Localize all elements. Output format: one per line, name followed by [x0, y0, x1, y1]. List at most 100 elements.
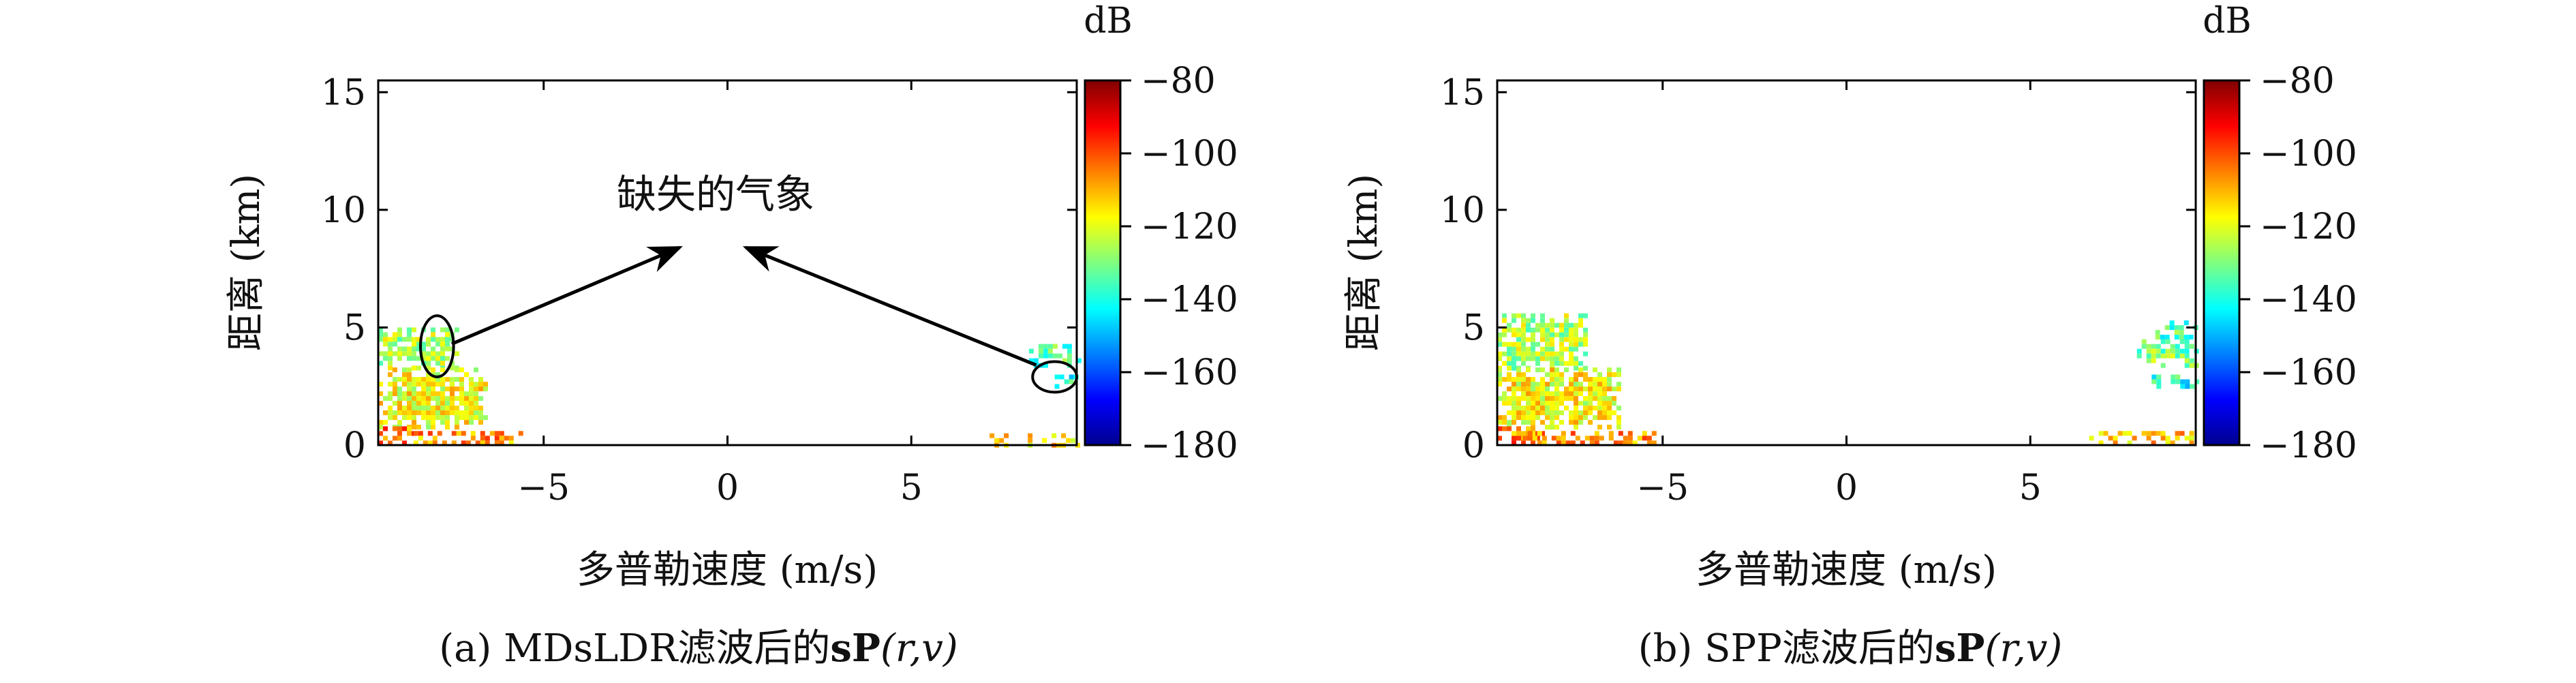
heatmap-cell [1545, 382, 1550, 387]
heatmap-cell [435, 406, 440, 411]
heatmap-cell [1512, 351, 1516, 356]
heatmap-cell [2165, 440, 2171, 446]
heatmap-cell [416, 406, 421, 411]
heatmap-cell [1512, 436, 1516, 441]
heatmap-cell [461, 440, 466, 446]
heatmap-cell [1516, 382, 1521, 387]
heatmap-cell [1545, 356, 1550, 361]
heatmap-cell [1637, 436, 1642, 441]
heatmap-cell [1607, 367, 1612, 373]
heatmap-cell [1526, 367, 1531, 373]
heatmap-cell [1593, 367, 1597, 373]
y-tick-label: 15 [321, 72, 366, 113]
heatmap-cell [508, 436, 514, 441]
heatmap-cell [465, 440, 471, 446]
heatmap-cell [2170, 353, 2175, 359]
heatmap-cell [1507, 420, 1512, 425]
heatmap-cell [474, 401, 478, 406]
heatmap-cell [1531, 415, 1535, 421]
heatmap-cell [378, 382, 383, 387]
heatmap-cell [1042, 438, 1047, 443]
heatmap-cell [1532, 436, 1537, 441]
heatmap-cell [1545, 386, 1550, 392]
heatmap-cell [427, 440, 433, 446]
heatmap-cell [1642, 431, 1647, 436]
heatmap-cell [2184, 436, 2190, 441]
heatmap-cell [2179, 348, 2185, 354]
heatmap-cell [1574, 332, 1578, 337]
heatmap-cell [416, 401, 421, 406]
heatmap-cell [1550, 337, 1554, 342]
heatmap-cell [397, 391, 402, 397]
heatmap-cell [1574, 322, 1578, 328]
heatmap-cell [1061, 433, 1067, 438]
heatmap-cell [1502, 361, 1507, 366]
heatmap-cell [1502, 342, 1507, 347]
heatmap-cell [431, 410, 435, 416]
heatmap-cell [397, 337, 402, 342]
axis-ticks-a: −5 0 5 0 5 10 15 [321, 72, 1077, 509]
heatmap-cell [1583, 372, 1588, 378]
heatmap-cell [1564, 332, 1569, 337]
heatmap-cell [1564, 367, 1569, 373]
heatmap-cell [407, 426, 412, 431]
echo-region [378, 327, 459, 371]
heatmap-cell [431, 386, 435, 392]
heatmap-cell [1512, 391, 1516, 397]
heatmap-cell [1570, 431, 1576, 436]
colorbar-tick-label: −80 [2260, 61, 2335, 102]
heatmap-cell [1588, 420, 1593, 425]
heatmap-cell [431, 327, 435, 333]
heatmap-cell [1526, 318, 1531, 323]
heatmap-cell [459, 367, 464, 373]
heatmap-cell [1507, 322, 1512, 328]
heatmap-cell [2184, 363, 2190, 368]
heatmap-cell [431, 391, 435, 397]
heatmap-cell [445, 342, 450, 347]
heatmap-cell [388, 356, 393, 361]
heatmap-cell [1507, 401, 1512, 406]
heatmap-cell [418, 431, 423, 436]
heatmap-cell [2184, 348, 2190, 354]
heatmap-cell [1593, 406, 1597, 411]
heatmap-cell [1497, 332, 1502, 337]
heatmap-cell [461, 431, 466, 436]
heatmap-cell [1502, 401, 1507, 406]
heatmap-cell [416, 346, 421, 352]
heatmap-cell [393, 436, 397, 441]
heatmap-cell [1545, 342, 1550, 347]
heatmap-cell [1028, 438, 1033, 443]
heatmap-cell [1507, 351, 1512, 356]
heatmap-cell [1043, 363, 1048, 368]
heatmap-cell [1526, 346, 1531, 352]
heatmap-cell [459, 396, 464, 401]
heatmap-cell [2184, 358, 2190, 363]
heatmap-cell [435, 410, 440, 416]
heatmap-cell [464, 420, 469, 425]
heatmap-cell [1512, 382, 1516, 387]
heatmap-cell [2175, 379, 2181, 384]
heatmap-cell [478, 406, 483, 411]
heatmap-cell [445, 346, 450, 352]
heatmap-cell [1512, 361, 1516, 366]
heatmap-cell [1569, 342, 1574, 347]
heatmap-cell [388, 415, 393, 421]
caption-a-bold: sP [830, 626, 880, 671]
heatmap-cell [1540, 431, 1545, 436]
heatmap-cell [1589, 440, 1595, 446]
heatmap-cell [2190, 384, 2195, 389]
heatmap-cell [1545, 396, 1550, 401]
heatmap-cell [1512, 346, 1516, 352]
heatmap-cell [499, 431, 504, 436]
heatmap-cell [1512, 431, 1516, 436]
heatmap-cell [445, 415, 450, 421]
heatmap-cell [1602, 415, 1607, 421]
heatmap-cell [469, 386, 474, 392]
heatmap-cell [388, 410, 393, 416]
heatmap-cell [1551, 436, 1557, 441]
heatmap-cell [1554, 361, 1559, 366]
heatmap-cell [1593, 396, 1597, 401]
heatmap-cell [1540, 382, 1545, 387]
heatmap-cell [1535, 367, 1540, 373]
heatmap-cell [1597, 396, 1602, 401]
